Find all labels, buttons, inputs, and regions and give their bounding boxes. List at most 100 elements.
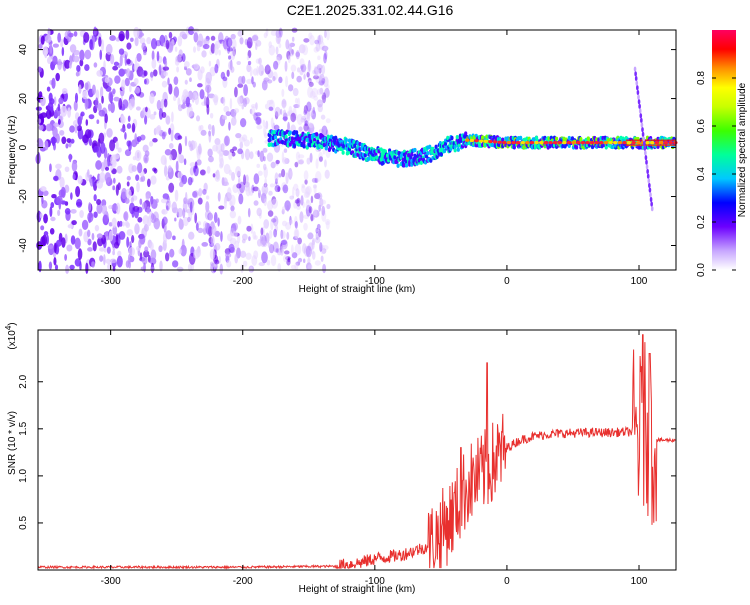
noise-speckle xyxy=(219,157,224,168)
noise-speckle xyxy=(176,266,184,272)
noise-speckle xyxy=(313,67,320,75)
noise-speckle xyxy=(75,71,80,77)
noise-speckle xyxy=(245,252,252,260)
noise-speckle xyxy=(110,102,115,114)
noise-speckle xyxy=(230,205,235,212)
noise-speckle xyxy=(68,32,74,38)
noise-speckle xyxy=(321,125,328,137)
noise-speckle xyxy=(70,235,76,245)
noise-speckle xyxy=(109,53,115,65)
noise-speckle xyxy=(273,124,280,131)
noise-speckle xyxy=(242,97,248,108)
noise-speckle xyxy=(300,63,307,73)
noise-speckle xyxy=(260,227,264,236)
signal-peak-pixel xyxy=(515,141,521,145)
noise-speckle xyxy=(308,81,314,87)
noise-speckle xyxy=(140,175,146,182)
noise-speckle xyxy=(238,193,244,205)
noise-speckle xyxy=(68,61,72,69)
noise-speckle xyxy=(60,38,64,48)
noise-speckle xyxy=(237,76,244,85)
noise-speckle xyxy=(294,220,298,229)
noise-speckle xyxy=(288,43,292,55)
noise-speckle xyxy=(54,264,59,271)
noise-speckle xyxy=(193,249,200,260)
noise-speckle xyxy=(290,64,297,72)
noise-speckle xyxy=(312,69,317,75)
noise-speckle xyxy=(289,215,292,226)
noise-speckle xyxy=(262,147,268,153)
noise-speckle xyxy=(267,200,274,211)
noise-speckle xyxy=(322,244,329,251)
noise-speckle xyxy=(85,119,89,126)
noise-speckle xyxy=(35,106,42,111)
noise-speckle xyxy=(319,242,323,252)
signal-pixel xyxy=(302,144,306,149)
noise-speckle xyxy=(48,92,53,102)
noise-speckle xyxy=(51,194,57,199)
noise-speckle xyxy=(124,77,130,87)
noise-speckle xyxy=(40,225,45,231)
noise-speckle xyxy=(41,196,44,205)
x-tick-label: 0 xyxy=(504,576,510,587)
noise-speckle xyxy=(307,264,313,270)
noise-speckle xyxy=(322,147,326,155)
noise-speckle xyxy=(151,58,157,69)
signal-peak-pixel xyxy=(529,141,535,145)
noise-speckle xyxy=(165,115,171,125)
streak-pixel xyxy=(647,178,651,184)
noise-speckle xyxy=(197,33,204,46)
noise-speckle xyxy=(39,212,43,219)
noise-speckle xyxy=(159,260,163,272)
spectrogram-frame xyxy=(37,29,677,271)
noise-speckle xyxy=(192,46,197,53)
noise-speckle xyxy=(141,42,146,51)
noise-speckle xyxy=(308,122,314,129)
noise-speckle xyxy=(173,76,179,85)
noise-speckle xyxy=(149,113,156,120)
noise-speckle xyxy=(149,242,154,251)
noise-speckle xyxy=(313,208,318,217)
noise-speckle xyxy=(199,89,205,100)
noise-speckle xyxy=(313,185,317,195)
noise-speckle xyxy=(285,75,289,88)
noise-speckle xyxy=(256,238,262,247)
streak-pixel xyxy=(649,192,652,198)
noise-speckle xyxy=(313,65,318,72)
noise-speckle xyxy=(292,87,299,97)
snr-x-ticks: -300 -200 -100 0 100 xyxy=(101,330,648,587)
noise-speckle xyxy=(91,84,96,95)
noise-speckle xyxy=(144,150,150,157)
noise-speckle xyxy=(258,64,265,77)
noise-speckle xyxy=(307,123,315,134)
signal-peak-pixel xyxy=(469,138,475,143)
noise-speckle xyxy=(275,159,280,165)
noise-speckle xyxy=(179,181,184,188)
signal-pixel xyxy=(326,134,330,140)
noise-speckle xyxy=(326,29,330,41)
snr-multiplier: (x104) xyxy=(4,322,18,349)
noise-speckle xyxy=(315,231,319,241)
signal-pixel xyxy=(396,163,400,168)
noise-speckle xyxy=(229,210,237,219)
noise-speckle xyxy=(85,262,89,274)
signal-peak-pixel xyxy=(589,141,595,145)
noise-speckle xyxy=(61,88,68,95)
noise-speckle xyxy=(161,80,168,88)
noise-speckle xyxy=(239,37,244,45)
snr-multiplier-base: (x10 xyxy=(7,330,18,350)
noise-speckle xyxy=(111,217,117,228)
noise-speckle xyxy=(276,53,283,61)
noise-speckle xyxy=(285,256,291,261)
noise-speckle xyxy=(172,235,176,241)
noise-speckle xyxy=(318,204,322,212)
noise-speckle xyxy=(119,54,123,67)
noise-speckle xyxy=(149,71,154,78)
streak-pixel xyxy=(642,141,646,147)
noise-speckle xyxy=(112,65,119,71)
noise-speckle xyxy=(89,38,94,50)
streak-pixel xyxy=(640,117,643,123)
noise-speckle xyxy=(287,121,290,132)
noise-speckle xyxy=(84,64,90,72)
noise-speckle xyxy=(193,63,200,70)
